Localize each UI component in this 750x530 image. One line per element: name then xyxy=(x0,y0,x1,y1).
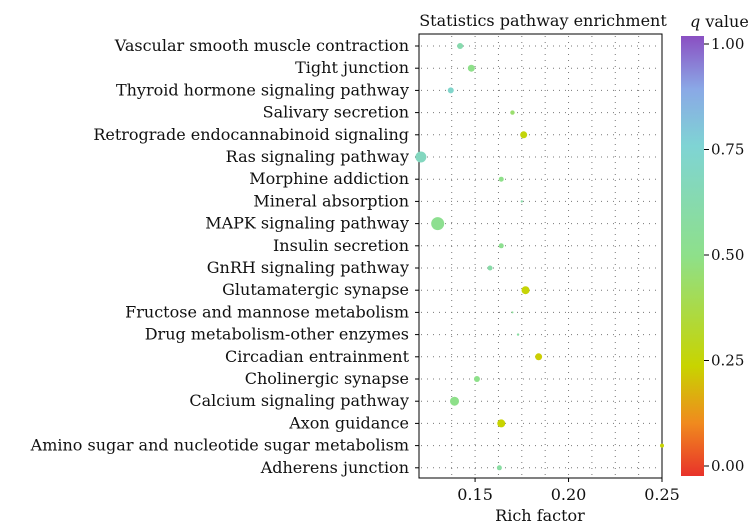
category-label: Insulin secretion xyxy=(273,236,409,255)
x-tick-label: 0.25 xyxy=(644,485,680,504)
category-label: Fructose and mannose metabolism xyxy=(125,302,409,321)
category-label: Mineral absorption xyxy=(253,191,409,210)
data-point xyxy=(467,64,475,72)
category-label: Axon guidance xyxy=(288,413,409,432)
legend-tick-label: 0.75 xyxy=(711,141,744,159)
legend-title: q value xyxy=(690,12,749,31)
legend-title-value: value xyxy=(700,12,749,31)
data-point xyxy=(535,353,543,361)
category-label: Morphine addiction xyxy=(249,169,409,188)
category-label: Tight junction xyxy=(295,58,409,77)
category-label: Drug metabolism-other enzymes xyxy=(145,325,409,344)
data-point xyxy=(473,376,480,382)
category-labels: Vascular smooth muscle contraction Tight … xyxy=(30,36,419,477)
data-points xyxy=(415,43,664,471)
data-point xyxy=(498,176,504,182)
legend-tick-label: 0.50 xyxy=(711,246,744,264)
category-label: MAPK signaling pathway xyxy=(205,214,409,233)
data-point xyxy=(516,333,520,336)
color-scale-ticks: 0.00 0.25 0.50 0.75 1.00 xyxy=(704,35,744,475)
chart-title: Statistics pathway enrichment xyxy=(419,11,667,30)
category-label: Vascular smooth muscle contraction xyxy=(114,36,409,55)
data-point xyxy=(510,110,515,115)
category-label: Calcium signaling pathway xyxy=(189,391,409,410)
x-tick-label: 0.15 xyxy=(457,485,493,504)
data-point xyxy=(497,419,506,428)
data-point xyxy=(520,131,528,139)
legend-tick-label: 0.25 xyxy=(711,352,744,370)
legend-tick-label: 0.00 xyxy=(711,457,744,475)
category-label: Glutamatergic synapse xyxy=(222,280,409,299)
data-point xyxy=(520,200,524,203)
legend-title-q: q xyxy=(690,12,700,31)
data-point xyxy=(511,311,514,314)
category-label: Circadian entrainment xyxy=(225,347,410,366)
x-axis-label: Rich factor xyxy=(495,506,585,525)
category-label: Thyroid hormone signaling pathway xyxy=(116,80,409,99)
data-point xyxy=(487,265,493,271)
category-label: Salivary secretion xyxy=(263,103,409,122)
data-point xyxy=(457,43,464,49)
x-tick-label: 0.20 xyxy=(551,485,587,504)
category-label: Amino sugar and nucleotide sugar metabol… xyxy=(30,436,409,455)
data-point xyxy=(450,396,460,406)
grid-layer xyxy=(421,36,660,476)
data-point xyxy=(498,243,504,249)
legend-tick-label: 1.00 xyxy=(711,35,744,53)
category-label: Retrograde endocannabinoid signaling xyxy=(93,125,409,144)
data-point xyxy=(447,87,454,94)
x-axis: 0.15 0.20 0.25 xyxy=(457,478,680,504)
color-scale-bar xyxy=(681,36,704,476)
category-label: Adherens junction xyxy=(260,458,409,477)
data-point xyxy=(521,286,530,295)
data-point xyxy=(496,465,502,471)
plot-area xyxy=(418,33,663,479)
category-label: Ras signaling pathway xyxy=(226,147,409,166)
category-label: GnRH signaling pathway xyxy=(207,258,409,277)
category-label: Cholinergic synapse xyxy=(245,369,409,388)
data-point xyxy=(660,443,664,448)
data-point xyxy=(431,217,445,231)
data-point xyxy=(415,151,427,163)
